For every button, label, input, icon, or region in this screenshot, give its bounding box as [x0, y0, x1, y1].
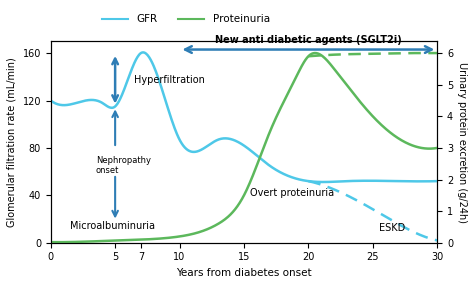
Legend: GFR, Proteinuria: GFR, Proteinuria — [98, 10, 274, 28]
Text: Microalbuminuria: Microalbuminuria — [70, 221, 155, 231]
Text: Hyperfiltration: Hyperfiltration — [135, 75, 205, 86]
Y-axis label: Glomerular filtration rate (mL/min): Glomerular filtration rate (mL/min) — [7, 57, 17, 227]
X-axis label: Years from diabetes onset: Years from diabetes onset — [176, 268, 312, 278]
Text: Overt proteinuria: Overt proteinuria — [250, 188, 335, 198]
Text: New anti diabetic agents (SGLT2i): New anti diabetic agents (SGLT2i) — [215, 35, 402, 45]
Text: ESKD: ESKD — [379, 223, 405, 233]
Y-axis label: Urinary protein excretion (g/24h): Urinary protein excretion (g/24h) — [457, 62, 467, 223]
Text: Nephropathy
onset: Nephropathy onset — [96, 156, 151, 176]
